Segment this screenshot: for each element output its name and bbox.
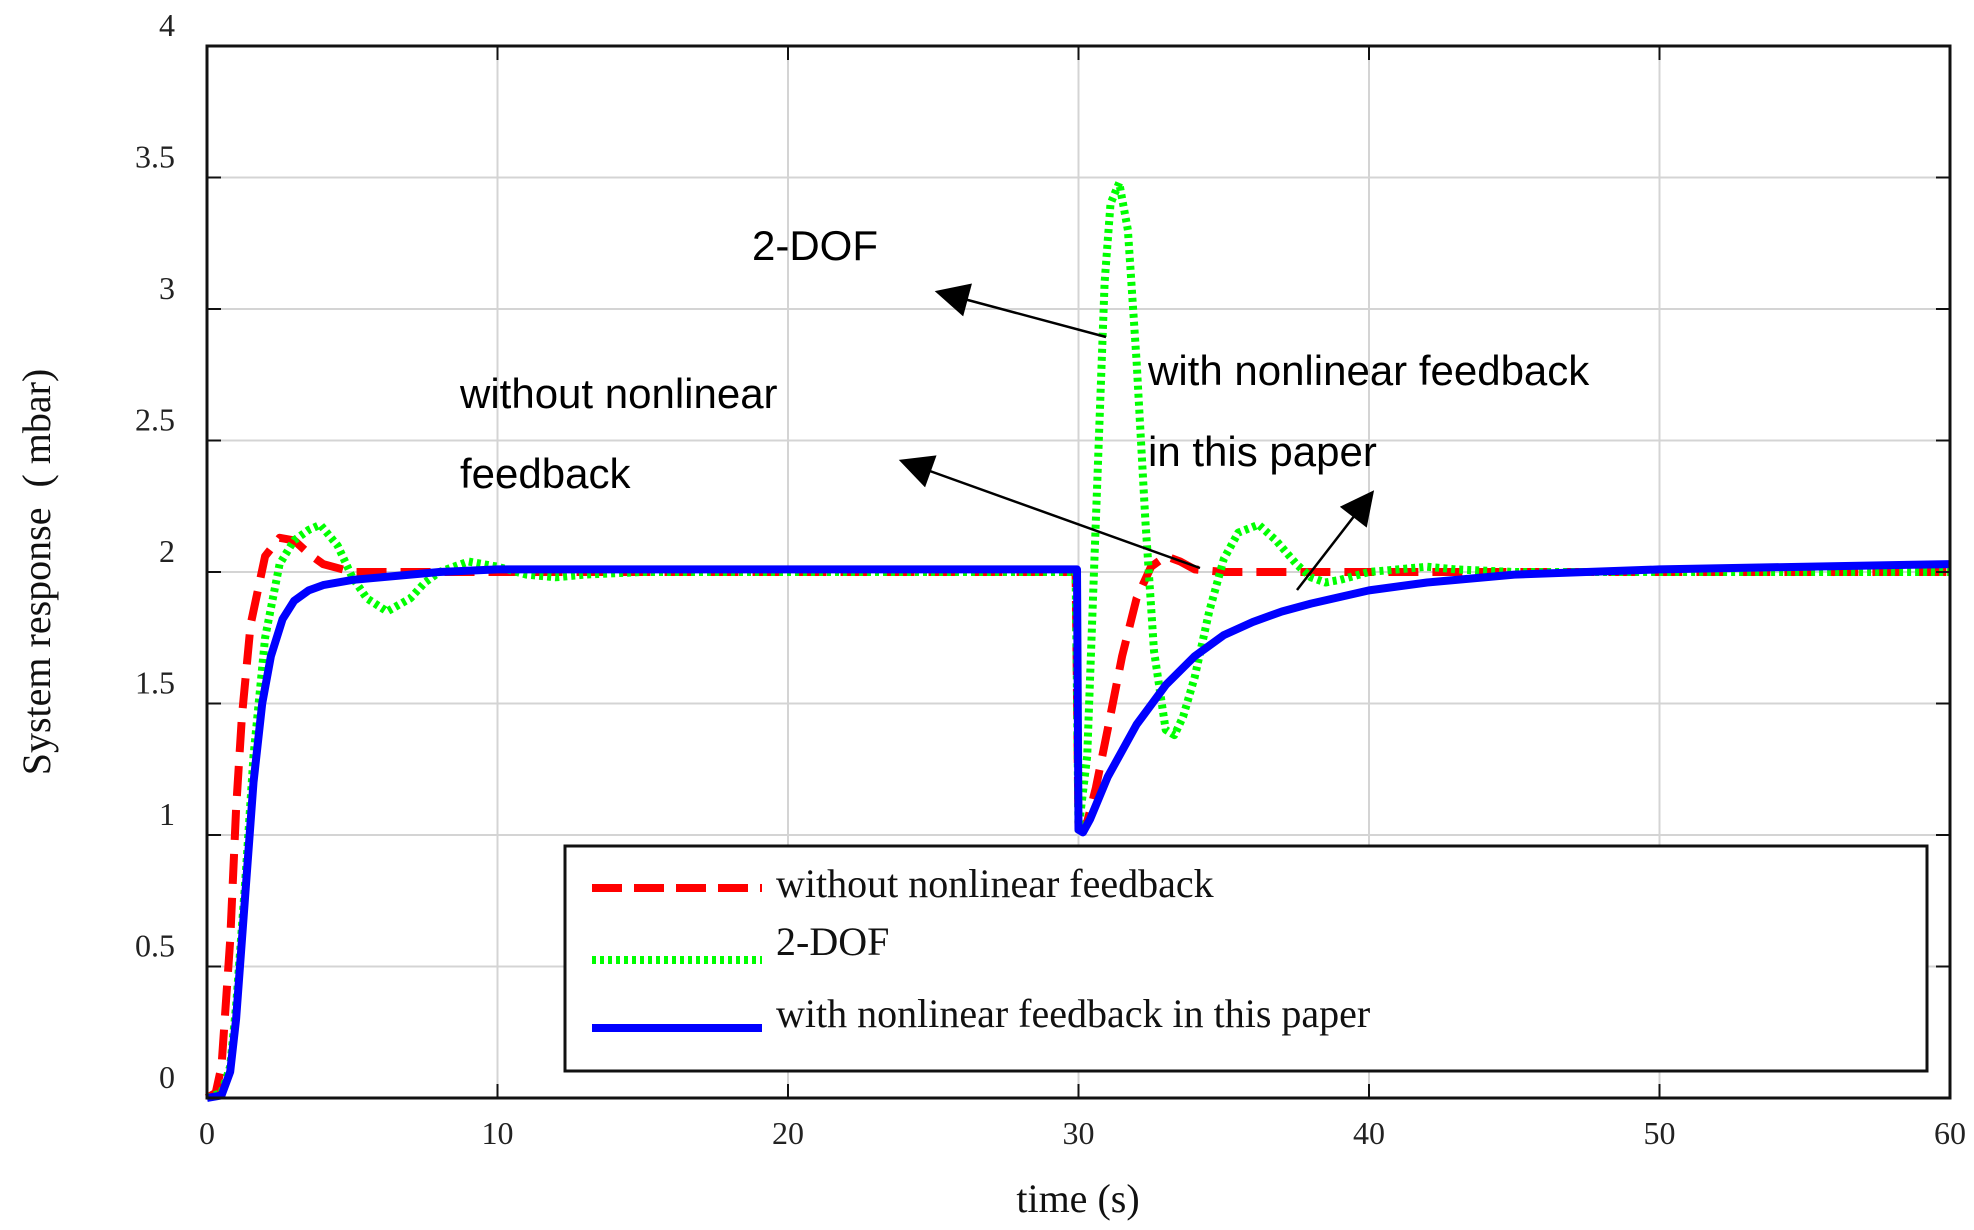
y-tick-label: 0 [159,1059,175,1095]
series-layer [204,178,1951,1102]
arrow-without-nonlinear [898,455,1201,570]
x-tick-label: 60 [1934,1115,1966,1151]
x-tick-label: 0 [199,1115,215,1151]
annotation-without-nonlinear: without nonlinear [459,370,778,417]
legend-label-2dof: 2-DOF [776,919,889,964]
annotation-in-this-paper: in this paper [1148,428,1377,475]
annotation-with-nonlinear: with nonlinear feedback [1147,347,1590,394]
y-tick-label: 2 [159,533,175,569]
series-line-without-nonlinear-feedback [204,533,1950,1102]
x-axis-title: time (s) [1016,1176,1139,1221]
axis-ticks: 0 10 20 30 40 50 60 0 0.5 1 1.5 2 2.5 3 3.5 4 [135,7,1966,1151]
annotation-feedback: feedback [460,450,631,497]
y-tick-label: 3.5 [135,139,175,175]
x-tick-label: 20 [772,1115,804,1151]
y-axis-title: System response ( mbar) [14,369,59,776]
legend: without nonlinear feedback 2-DOF with no… [563,844,1929,1073]
x-tick-label: 50 [1644,1115,1676,1151]
y-tick-label: 4 [159,7,175,43]
y-tick-label: 2.5 [135,402,175,438]
arrow-2dof [934,283,1107,339]
y-tick-label: 1 [159,796,175,832]
y-tick-label: 3 [159,270,175,306]
annotation-2dof: 2-DOF [752,222,878,269]
x-tick-label: 40 [1353,1115,1385,1151]
series-line-2-dof [205,178,1950,1102]
y-tick-label: 0.5 [135,928,175,964]
legend-label-with-nonlinear: with nonlinear feedback in this paper [776,991,1370,1036]
x-tick-label: 10 [482,1115,514,1151]
y-tick-label: 1.5 [135,665,175,701]
arrow-with-nonlinear [1296,490,1375,591]
series-line-with-nonlinear-feedback-in-this-paper [206,560,1951,1102]
legend-box [563,844,1929,1073]
legend-label-without-nonlinear: without nonlinear feedback [776,861,1214,906]
x-tick-label: 30 [1063,1115,1095,1151]
